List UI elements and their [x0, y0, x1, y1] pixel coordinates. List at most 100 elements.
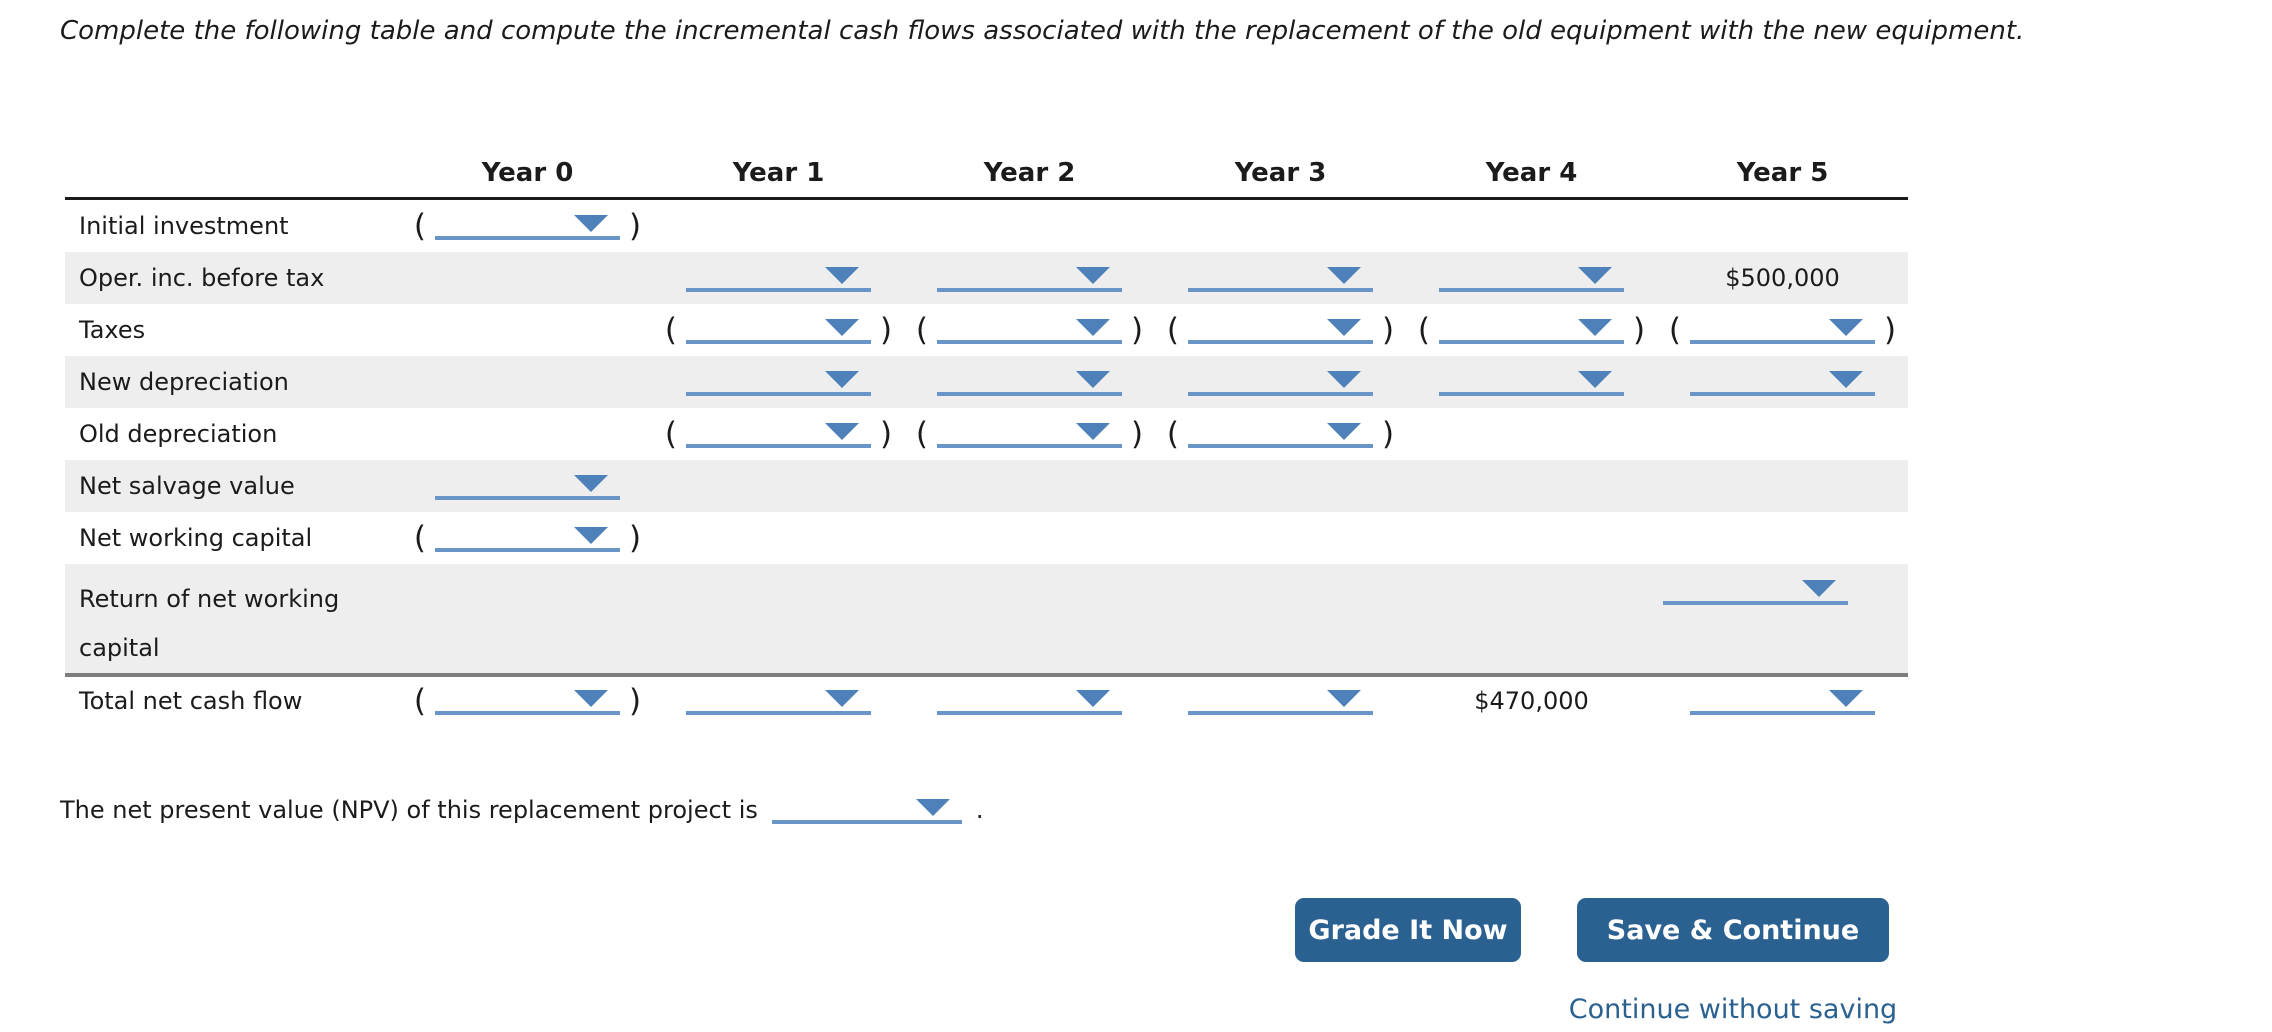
dropdown-arrow-icon — [574, 214, 608, 232]
npv-period: . — [975, 796, 984, 824]
paren-dropdown-group: () — [665, 314, 892, 346]
dropdown-arrow-icon — [825, 266, 859, 284]
answer-dropdown[interactable] — [937, 369, 1122, 396]
answer-dropdown[interactable] — [686, 265, 871, 292]
answer-dropdown[interactable] — [937, 317, 1122, 344]
cell-year5 — [1630, 564, 1881, 605]
grade-it-now-button[interactable]: Grade It Now — [1295, 898, 1521, 962]
row-label: Total net cash flow — [79, 687, 303, 715]
answer-dropdown[interactable] — [937, 688, 1122, 715]
cell-year2 — [877, 564, 1128, 578]
row-label: New depreciation — [79, 368, 289, 396]
row-label: Initial investment — [79, 212, 289, 240]
answer-dropdown[interactable] — [1690, 317, 1875, 344]
dropdown-arrow-icon — [1829, 370, 1863, 388]
cell-year1 — [653, 369, 904, 396]
dropdown-arrow-icon — [825, 370, 859, 388]
paren-open: ( — [413, 682, 426, 719]
dropdown-arrow-icon — [574, 474, 608, 492]
cell-year3 — [1155, 265, 1406, 292]
continue-without-saving-link[interactable]: Continue without saving — [1568, 994, 1898, 1025]
cell-year5 — [1657, 688, 1908, 715]
answer-dropdown[interactable] — [435, 473, 620, 500]
dropdown-arrow-icon — [1327, 689, 1361, 707]
cell-year3: () — [1155, 415, 1406, 452]
table-row: Taxes()()()()() — [65, 304, 1908, 356]
cell-year4 — [1406, 265, 1657, 292]
paren-open: ( — [413, 207, 426, 244]
cell-value: $500,000 — [1725, 264, 1840, 292]
answer-dropdown[interactable] — [1188, 688, 1373, 715]
cashflow-table: Year 0 Year 1 Year 2 Year 3 Year 4 Year … — [65, 158, 1908, 725]
paren-close: ) — [1633, 311, 1646, 348]
save-continue-button[interactable]: Save & Continue — [1577, 898, 1889, 962]
row-label: Taxes — [79, 316, 146, 344]
table-row: New depreciation — [65, 356, 1908, 408]
npv-sentence: The net present value (NPV) of this repl… — [60, 796, 984, 824]
row-label: Net working capital — [79, 524, 313, 552]
table-row: Oper. inc. before tax $500,000 — [65, 252, 1908, 304]
paren-dropdown-group: () — [1167, 311, 1395, 348]
answer-dropdown[interactable] — [435, 525, 620, 552]
cell-year1 — [653, 688, 904, 715]
answer-dropdown[interactable] — [686, 421, 871, 448]
answer-dropdown[interactable] — [1188, 369, 1373, 396]
paren-close: ) — [1382, 311, 1395, 348]
column-header-year0: Year 0 — [481, 158, 574, 188]
row-label: Old depreciation — [79, 420, 278, 448]
paren-dropdown-group: () — [915, 311, 1144, 348]
dropdown-arrow-icon — [1327, 318, 1361, 336]
paren-open: ( — [413, 519, 426, 556]
answer-dropdown[interactable] — [1188, 317, 1373, 344]
cell-year4: $470,000 — [1406, 687, 1657, 715]
cell-year3 — [1155, 688, 1406, 715]
row-label: Oper. inc. before tax — [79, 264, 325, 292]
cell-year3: () — [1155, 311, 1406, 348]
dropdown-arrow-icon — [1829, 318, 1863, 336]
paren-open: ( — [1166, 415, 1179, 452]
cell-year1 — [653, 265, 904, 292]
dropdown-arrow-icon — [1802, 580, 1836, 597]
dropdown-arrow-icon — [1327, 370, 1361, 388]
answer-dropdown[interactable] — [686, 317, 871, 344]
dropdown-arrow-icon — [1829, 689, 1863, 707]
answer-dropdown[interactable] — [1439, 317, 1624, 344]
answer-dropdown[interactable] — [1188, 265, 1373, 292]
cell-year0: () — [402, 682, 653, 719]
cell-year5 — [1657, 369, 1908, 396]
npv-dropdown[interactable] — [771, 797, 962, 824]
column-header-year5: Year 5 — [1736, 158, 1829, 188]
answer-dropdown[interactable] — [1690, 688, 1875, 715]
answer-dropdown[interactable] — [435, 213, 620, 240]
cell-year4 — [1379, 564, 1630, 578]
dropdown-arrow-icon — [1076, 422, 1110, 440]
answer-dropdown[interactable] — [1439, 369, 1624, 396]
paren-close: ) — [1131, 311, 1144, 348]
answer-dropdown[interactable] — [937, 421, 1122, 448]
dropdown-arrow-icon — [1327, 266, 1361, 284]
paren-close: ) — [1131, 415, 1144, 452]
paren-close: ) — [629, 207, 642, 244]
dropdown-arrow-icon — [825, 422, 859, 440]
answer-dropdown[interactable] — [1663, 578, 1848, 605]
paren-close: ) — [880, 415, 893, 452]
paren-open: ( — [1417, 311, 1430, 348]
cell-year1: () — [653, 314, 904, 346]
dropdown-arrow-icon — [1076, 266, 1110, 284]
cell-year0: () — [402, 519, 653, 556]
paren-open: ( — [915, 311, 928, 348]
answer-dropdown[interactable] — [435, 688, 620, 715]
answer-dropdown[interactable] — [1439, 265, 1624, 292]
cell-year2 — [904, 369, 1155, 396]
dropdown-arrow-icon — [1076, 370, 1110, 388]
answer-dropdown[interactable] — [1690, 369, 1875, 396]
answer-dropdown[interactable] — [686, 688, 871, 715]
paren-close: ) — [629, 682, 642, 719]
cell-year2: () — [904, 415, 1155, 452]
dropdown-arrow-icon — [1578, 266, 1612, 284]
answer-dropdown[interactable] — [937, 265, 1122, 292]
dropdown-arrow-icon — [825, 318, 859, 336]
answer-dropdown[interactable] — [686, 369, 871, 396]
answer-dropdown[interactable] — [1188, 421, 1373, 448]
dropdown-arrow-icon — [574, 689, 608, 707]
